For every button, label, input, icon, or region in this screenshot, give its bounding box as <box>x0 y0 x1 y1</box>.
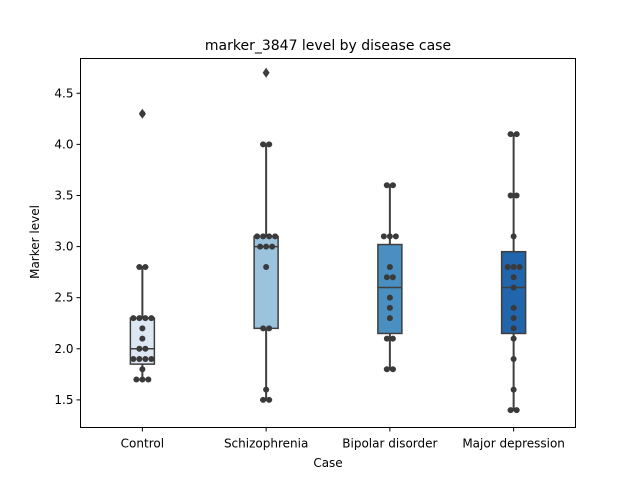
y-axis-label: Marker level <box>28 205 42 279</box>
data-point <box>139 366 146 373</box>
data-point <box>142 264 149 271</box>
x-tick-label: Control <box>121 437 164 451</box>
data-point <box>389 335 396 342</box>
x-tick-label: Major depression <box>462 437 565 451</box>
data-point <box>136 315 143 322</box>
data-point <box>386 294 393 301</box>
y-tick-label: 3.0 <box>54 240 73 254</box>
data-point <box>383 274 390 281</box>
data-point <box>136 356 143 363</box>
data-point <box>392 233 399 240</box>
chart-title: marker_3847 level by disease case <box>205 38 451 54</box>
data-point <box>510 233 517 240</box>
y-tick-label: 1.5 <box>54 393 73 407</box>
data-point <box>269 243 276 250</box>
data-point <box>510 325 517 332</box>
data-point <box>142 345 149 352</box>
data-point <box>266 325 273 332</box>
data-point <box>139 110 146 117</box>
x-axis-label: Case <box>313 456 342 470</box>
data-point <box>386 264 393 271</box>
data-point <box>386 304 393 311</box>
data-point <box>383 182 390 189</box>
data-point <box>139 376 146 383</box>
data-point <box>139 335 146 342</box>
plot-frame <box>80 58 576 428</box>
data-point <box>507 192 514 199</box>
x-tick-label: Schizophrenia <box>224 437 308 451</box>
data-point <box>263 386 270 393</box>
data-point <box>516 264 523 271</box>
y-tick-label: 4.5 <box>54 86 73 100</box>
box <box>253 235 279 330</box>
data-point <box>380 233 387 240</box>
data-point <box>510 386 517 393</box>
data-point <box>142 356 149 363</box>
data-point <box>254 233 261 240</box>
data-point <box>386 315 393 322</box>
data-point <box>272 233 279 240</box>
data-point <box>263 264 270 271</box>
box <box>500 250 527 335</box>
data-point <box>130 356 137 363</box>
data-point <box>139 325 146 332</box>
y-tick-label: 4.0 <box>54 137 73 151</box>
data-point <box>389 182 396 189</box>
data-point <box>260 396 267 403</box>
data-point <box>148 356 155 363</box>
data-point <box>504 264 511 271</box>
data-point <box>510 335 517 342</box>
outlier-marker <box>262 67 270 78</box>
y-tick-label: 2.0 <box>54 342 73 356</box>
data-point <box>510 315 517 322</box>
data-point <box>383 366 390 373</box>
box-group-4 <box>500 133 527 412</box>
x-tick-label: Bipolar disorder <box>342 437 437 451</box>
data-point <box>266 141 273 148</box>
y-tick-label: 2.5 <box>54 291 73 305</box>
data-point <box>136 345 143 352</box>
data-point <box>513 131 520 138</box>
data-point <box>389 274 396 281</box>
y-tick-label: 3.5 <box>54 188 73 202</box>
data-point <box>510 264 517 271</box>
data-point <box>266 396 273 403</box>
data-point <box>507 131 514 138</box>
data-point <box>266 233 273 240</box>
data-point <box>386 233 393 240</box>
data-point <box>263 243 270 250</box>
data-point <box>148 315 155 322</box>
data-point <box>513 192 520 199</box>
data-point <box>133 376 140 383</box>
data-point <box>260 325 267 332</box>
data-point <box>510 284 517 291</box>
data-point <box>513 407 520 414</box>
data-point <box>260 233 267 240</box>
data-point <box>510 304 517 311</box>
data-point <box>510 356 517 363</box>
data-point <box>130 315 137 322</box>
data-point <box>142 315 149 322</box>
data-point <box>507 407 514 414</box>
data-point <box>260 141 267 148</box>
data-point <box>145 376 152 383</box>
data-point <box>383 335 390 342</box>
data-point <box>510 274 517 281</box>
data-point <box>136 264 143 271</box>
data-point <box>257 243 264 250</box>
data-point <box>389 366 396 373</box>
